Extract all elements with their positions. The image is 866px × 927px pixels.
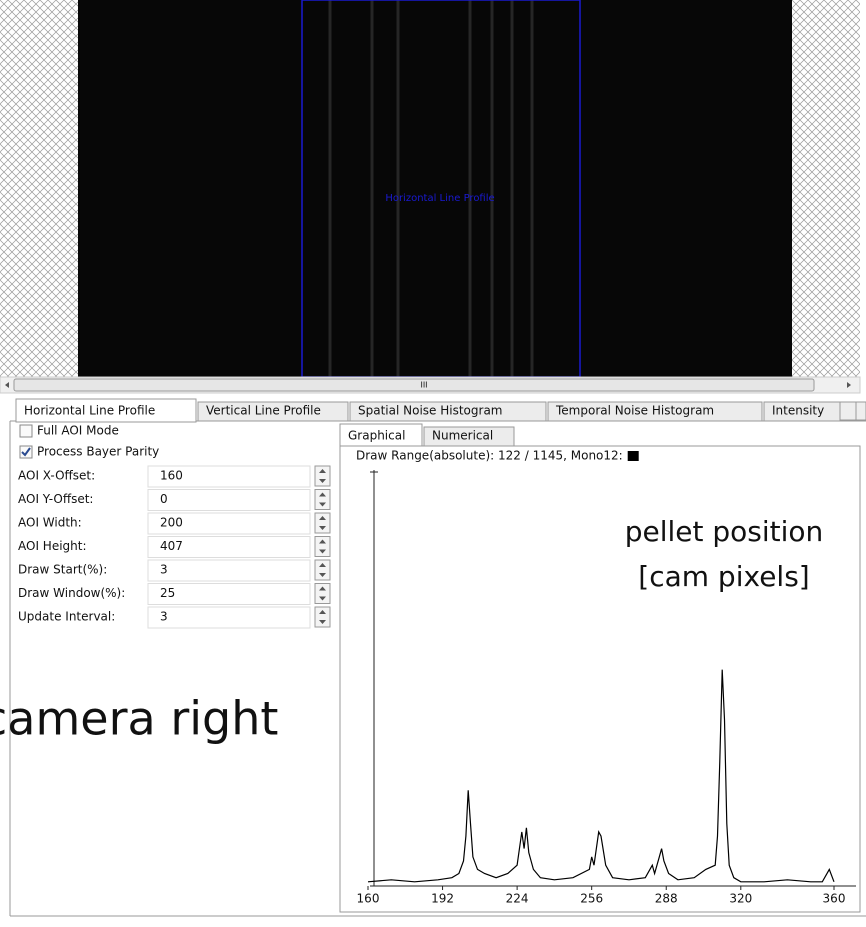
x-tick-label: 360 bbox=[823, 892, 846, 906]
annotation: pellet position bbox=[625, 515, 824, 548]
field-input[interactable] bbox=[148, 607, 310, 628]
tab-label[interactable]: Intensity bbox=[772, 404, 824, 418]
field-value: 160 bbox=[160, 469, 183, 483]
x-tick-label: 256 bbox=[580, 892, 603, 906]
field-value: 25 bbox=[160, 586, 175, 600]
field-label: Draw Start(%): bbox=[18, 563, 107, 577]
tab-label[interactable]: Horizontal Line Profile bbox=[24, 404, 155, 418]
screen: Horizontal Line Profile III Horizontal Lin… bbox=[0, 0, 866, 923]
camera-image bbox=[78, 0, 792, 377]
page: Horizontal Line Profile III Horizontal Lin… bbox=[0, 0, 866, 923]
tab-scroll-right[interactable] bbox=[856, 402, 866, 420]
field-input[interactable] bbox=[148, 490, 310, 511]
x-tick-label: 192 bbox=[431, 892, 454, 906]
field-value: 3 bbox=[160, 563, 168, 577]
aoi-label: Horizontal Line Profile bbox=[385, 193, 494, 204]
field-value: 0 bbox=[160, 492, 168, 506]
sub-tab-label[interactable]: Numerical bbox=[432, 429, 493, 443]
field-label: AOI Width: bbox=[18, 516, 82, 530]
field-label: AOI X-Offset: bbox=[18, 469, 95, 483]
x-tick-label: 288 bbox=[655, 892, 678, 906]
checkbox-label: Full AOI Mode bbox=[37, 424, 119, 438]
tab-label[interactable]: Vertical Line Profile bbox=[206, 404, 321, 418]
annotation: camera right bbox=[0, 692, 278, 746]
field-label: Draw Window(%): bbox=[18, 586, 125, 600]
checkbox-label: Process Bayer Parity bbox=[37, 445, 159, 459]
annotation: [cam pixels] bbox=[638, 560, 809, 593]
field-label: AOI Height: bbox=[18, 539, 87, 553]
checkbox[interactable] bbox=[20, 425, 32, 437]
scroll-marker: III bbox=[420, 381, 427, 390]
chart-title: Draw Range(absolute): 122 / 1145, Mono12… bbox=[356, 449, 623, 463]
field-label: AOI Y-Offset: bbox=[18, 492, 93, 506]
tab-scroll[interactable] bbox=[840, 402, 856, 420]
color-swatch bbox=[628, 451, 639, 461]
x-tick-label: 224 bbox=[506, 892, 529, 906]
field-label: Update Interval: bbox=[18, 610, 115, 624]
tab-label[interactable]: Spatial Noise Histogram bbox=[358, 404, 502, 418]
scroll-thumb[interactable] bbox=[14, 379, 814, 391]
tab-label[interactable]: Temporal Noise Histogram bbox=[555, 404, 714, 418]
field-value: 200 bbox=[160, 516, 183, 530]
x-tick-label: 320 bbox=[729, 892, 752, 906]
field-input[interactable] bbox=[148, 560, 310, 581]
field-value: 3 bbox=[160, 610, 168, 624]
field-value: 407 bbox=[160, 539, 183, 553]
x-tick-label: 160 bbox=[357, 892, 380, 906]
sub-tab-label[interactable]: Graphical bbox=[348, 429, 405, 443]
